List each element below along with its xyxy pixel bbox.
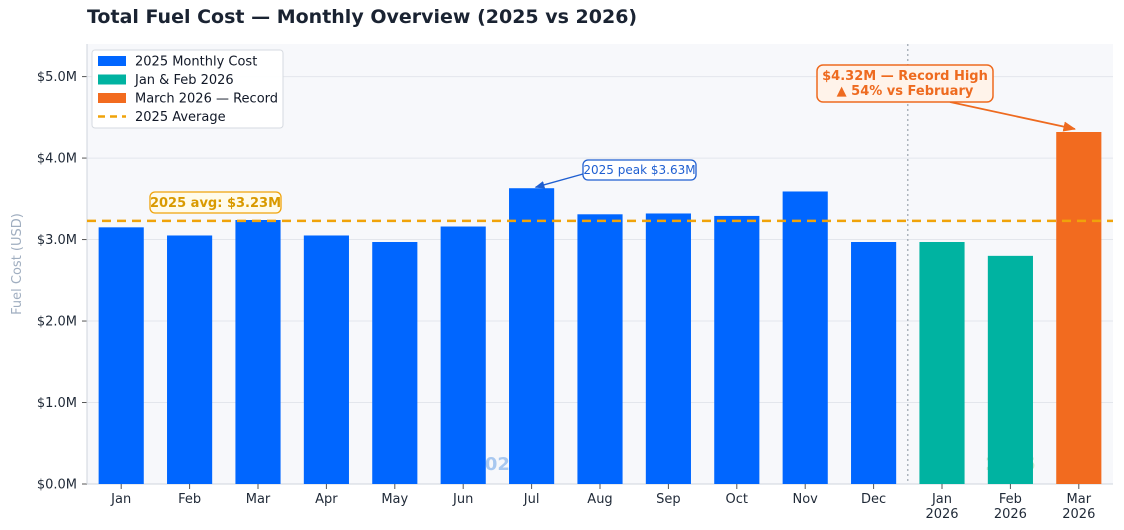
- y-tick-label-2: $2.0M: [37, 315, 77, 330]
- bar-feb-2025: [167, 235, 213, 484]
- y-tick-label-1: $1.0M: [37, 396, 77, 411]
- x-tick-label-10: Nov: [793, 492, 819, 507]
- chart-title: Total Fuel Cost — Monthly Overview (2025…: [87, 6, 638, 28]
- x-tick-label-1: Feb: [178, 492, 201, 507]
- bar-may-2025: [372, 242, 418, 484]
- y-tick-label-5: $5.0M: [37, 70, 77, 85]
- bar-jan-2025: [98, 227, 144, 485]
- bar-dec-2025: [851, 242, 897, 484]
- x-tick-label-9: Oct: [726, 492, 748, 507]
- bar-jan-2026: [919, 242, 965, 484]
- legend-label-0: 2025 Monthly Cost: [135, 55, 257, 70]
- x-tick-label-6: Jul: [523, 492, 540, 507]
- x-tick-label-3: Apr: [315, 492, 338, 507]
- bar-mar-2025: [235, 220, 281, 484]
- x-tick-label-2: Mar: [246, 492, 271, 507]
- legend-label-2: March 2026 — Record: [135, 92, 278, 107]
- legend-box: [91, 49, 284, 129]
- x-tick-label-8: Sep: [656, 492, 681, 507]
- bar-jul-2025: [509, 188, 555, 484]
- x-tick-label-13: Feb: [999, 492, 1022, 507]
- bar-nov-2025: [782, 191, 828, 484]
- record-annotation-line2: ▲ 54% vs February: [837, 84, 974, 99]
- bar-aug-2025: [577, 214, 623, 484]
- legend-swatch-2: [98, 93, 126, 103]
- average-annotation-box: [149, 191, 282, 214]
- record-annotation-box: [816, 64, 994, 103]
- legend-swatch-1: [98, 74, 126, 85]
- bar-feb-2026: [987, 255, 1033, 484]
- record-annotation-line1: $4.32M — Record High: [822, 69, 988, 84]
- x-tick-label-14: Mar: [1067, 492, 1092, 507]
- x-tick-sublabel-13: 2026: [994, 507, 1027, 522]
- bar-mar-2026: [1056, 132, 1102, 484]
- record-annotation-arrow: [949, 101, 1077, 132]
- x-tick-sublabel-14: 2026: [1062, 507, 1095, 522]
- bar-apr-2025: [303, 235, 349, 484]
- x-tick-sublabel-12: 2026: [925, 507, 958, 522]
- x-tick-label-12: Jan: [931, 492, 952, 507]
- x-tick-label-0: Jan: [110, 492, 131, 507]
- x-tick-label-11: Dec: [861, 492, 886, 507]
- bar-sep-2025: [645, 213, 691, 484]
- bar-jun-2025: [440, 226, 486, 484]
- peak-annotation-box: [582, 159, 697, 181]
- x-tick-label-5: Jun: [452, 492, 473, 507]
- legend-label-1: Jan & Feb 2026: [134, 73, 234, 88]
- y-tick-label-4: $4.0M: [37, 152, 77, 167]
- y-tick-label-3: $3.0M: [37, 233, 77, 248]
- legend-swatch-0: [98, 56, 126, 66]
- x-tick-label-7: Aug: [587, 492, 612, 507]
- peak-annotation-arrow: [534, 173, 584, 189]
- y-tick-label-0: $0.0M: [37, 478, 77, 493]
- x-tick-label-4: May: [381, 492, 408, 507]
- y-axis-title: Fuel Cost (USD): [10, 213, 25, 315]
- legend-label-3: 2025 Average: [135, 110, 226, 125]
- average-annotation-text: 2025 avg: $3.23M: [150, 196, 281, 211]
- peak-annotation-text: 2025 peak $3.63M: [583, 163, 695, 177]
- bar-oct-2025: [714, 215, 760, 485]
